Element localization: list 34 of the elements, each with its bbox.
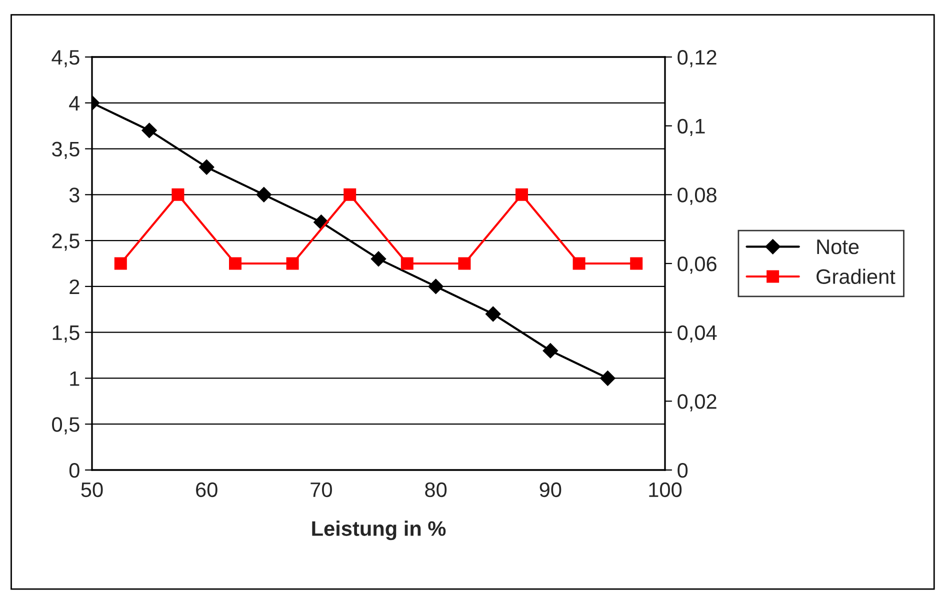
point: [542, 343, 558, 358]
x-tick-label: 60: [196, 482, 218, 498]
x-tick-label: 80: [425, 482, 447, 498]
y-tick-label: 3,5: [52, 142, 80, 159]
y2-tick-label: 0: [678, 463, 688, 478]
x-axis-title: Leistung in %: [312, 520, 446, 540]
y-tick-label: 1,5: [52, 326, 80, 343]
y2-tick-label: 0,02: [678, 394, 716, 412]
point: [199, 160, 214, 175]
x-tick-label: 100: [649, 482, 682, 498]
point: [600, 370, 616, 386]
x-tick-label: 50: [81, 482, 103, 498]
point: [256, 187, 272, 202]
y-tick-label: 0: [69, 463, 80, 478]
y2-tick-label: 0,06: [678, 256, 716, 274]
y2-tick-label: 0,04: [678, 325, 717, 343]
y2-tick-label: 0,08: [678, 188, 716, 205]
y-tick-label: 1: [70, 371, 80, 386]
point: [486, 306, 501, 322]
y-tick-label: 3: [69, 188, 80, 202]
y-tick-label: 4,5: [52, 50, 80, 68]
point: [428, 278, 444, 294]
y-tick-label: 2: [70, 279, 80, 294]
x-tick-label: 90: [540, 482, 562, 498]
y2-tick-label: 0,12: [678, 50, 716, 68]
y-tick-label: 4: [69, 96, 80, 110]
x-tick-label: 70: [310, 482, 332, 498]
y-tick-label: 2,5: [52, 234, 80, 251]
legend-label: Gradient: [816, 268, 896, 284]
point: [142, 122, 157, 138]
y2-tick-label: 0,1: [678, 118, 705, 136]
y-tick-label: 0,5: [52, 417, 80, 434]
point: [370, 251, 386, 266]
legend-label: Note: [817, 240, 859, 254]
